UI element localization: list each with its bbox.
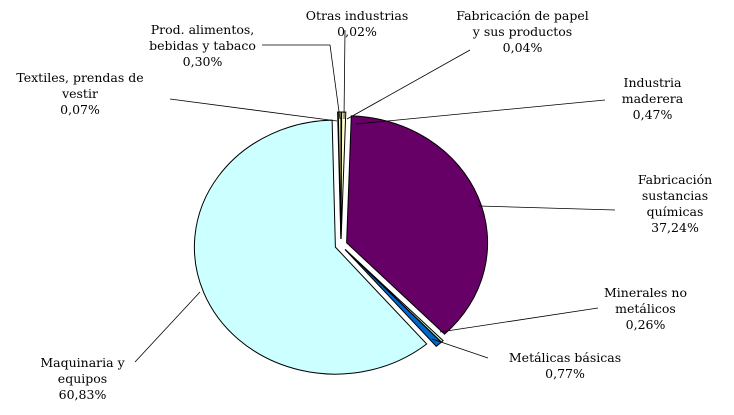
category-name: Otras industrias <box>305 8 409 23</box>
category-name: Maquinaria y equipos <box>40 355 125 386</box>
value-label: 0,07% <box>60 102 100 117</box>
slice-label: Otras industrias 0,02% <box>287 8 427 40</box>
value-label: 37,24% <box>651 220 699 235</box>
category-name: Prod. alimentos, bebidas y tabaco <box>149 22 256 53</box>
pie-slice <box>340 111 347 240</box>
leader-line <box>134 291 201 363</box>
category-name: Minerales no metálicos <box>603 285 688 316</box>
slice-label: Textiles, prendas de vestir 0,07% <box>5 70 155 118</box>
slice-label: Fabricación de papel y sus productos 0,04… <box>455 8 590 56</box>
value-label: 0,02% <box>337 24 377 39</box>
leader-line <box>346 49 471 120</box>
leader-line <box>355 99 606 125</box>
slice-label: Prod. alimentos, bebidas y tabaco 0,30% <box>130 22 275 70</box>
value-label: 60,83% <box>58 387 107 402</box>
leader-line <box>439 307 599 333</box>
slice-label: Industria maderera 0,47% <box>610 75 695 123</box>
slice-label: Fabricación sustancias químicas 37,24% <box>625 172 725 236</box>
value-label: 0,26% <box>625 317 666 332</box>
category-name: Textiles, prendas de vestir <box>16 70 144 101</box>
value-label: 0,77% <box>545 366 585 381</box>
value-label: 0,30% <box>182 54 223 69</box>
leader-line <box>262 44 341 120</box>
slice-label: Maquinaria y equipos 60,83% <box>20 355 145 403</box>
pie-slice <box>193 119 428 375</box>
category-name: Metálicas básicas <box>508 350 622 365</box>
category-name: Fabricación de papel y sus productos <box>456 8 589 39</box>
leader-line <box>477 205 616 211</box>
value-label: 0,47% <box>632 107 673 122</box>
value-label: 0,04% <box>502 40 543 55</box>
leader-line <box>169 98 338 122</box>
pie-slice <box>346 115 489 335</box>
pie-slice <box>337 111 342 240</box>
leader-line <box>343 29 346 120</box>
slice-label: Metálicas básicas 0,77% <box>485 350 645 382</box>
leader-line <box>431 338 489 359</box>
category-name: Industria maderera <box>621 75 684 106</box>
category-name: Fabricación sustancias químicas <box>637 172 713 219</box>
slice-label: Minerales no metálicos 0,26% <box>588 285 703 333</box>
